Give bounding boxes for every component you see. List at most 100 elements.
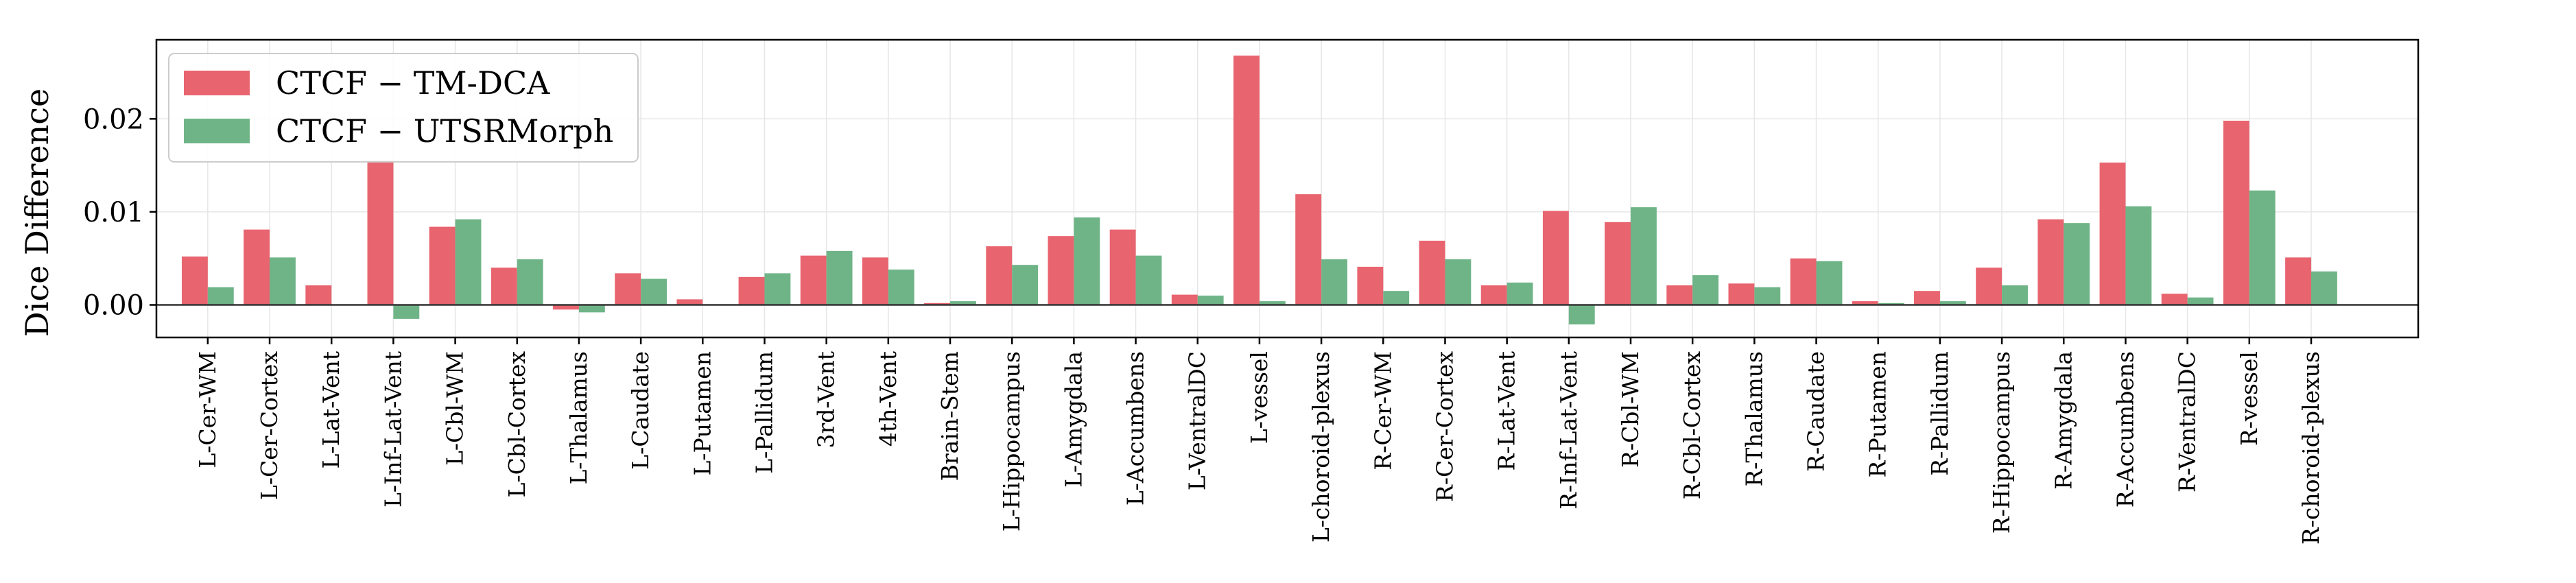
bar-l-accumbens-series-1 (1135, 255, 1162, 305)
bar-l-accumbens-series-0 (1109, 229, 1136, 305)
y-axis-label: Dice Difference (19, 88, 56, 337)
bar-l-cer-wm-series-0 (181, 257, 208, 305)
bar-r-pallidum-series-1 (1939, 301, 1966, 305)
bar-l-thalamus-series-1 (578, 305, 605, 313)
bar-l-inf-lat-vent-series-0 (367, 160, 394, 305)
x-tick-label-l-ventraldc: L-VentralDC (1184, 351, 1211, 490)
x-tick-label-l-putamen: L-Putamen (689, 351, 716, 476)
bar-r-caudate-series-0 (1790, 258, 1817, 305)
bar-r-vessel-series-1 (2249, 190, 2276, 305)
legend-box (168, 53, 639, 163)
x-tick-label-r-thalamus: R-Thalamus (1740, 351, 1767, 486)
x-tick-label-brain-stem: Brain-Stem (936, 351, 963, 481)
x-tick-label-l-vessel: L-vessel (1246, 351, 1273, 444)
x-tick-label-l-pallidum: L-Pallidum (751, 351, 777, 474)
x-tick-label-r-pallidum: R-Pallidum (1926, 351, 1953, 476)
bar-r-putamen-series-1 (1878, 302, 1904, 305)
x-tick-label-l-cbl-wm: L-Cbl-WM (442, 351, 469, 466)
legend: CTCF − TM-DCA CTCF − UTSRMorph (168, 53, 639, 163)
bar-l-pallidum-series-0 (738, 276, 765, 305)
bar-r-vessel-series-0 (2223, 120, 2249, 305)
bar-l-hippocampus-series-0 (986, 246, 1013, 305)
bar-r-caudate-series-1 (1816, 261, 1843, 305)
bar-r-inf-lat-vent-series-1 (1568, 305, 1595, 325)
bar-r-hippocampus-series-0 (1976, 267, 2002, 305)
bar-l-cbl-cortex-series-1 (517, 259, 543, 305)
x-tick-label-l-inf-lat-vent: L-Inf-Lat-Vent (379, 351, 406, 508)
bar-r-amygdala-series-0 (2037, 219, 2064, 305)
plot-frame (155, 38, 2420, 339)
x-tick-label-r-lat-vent: R-Lat-Vent (1493, 351, 1520, 471)
bar-brain-stem-series-1 (950, 301, 976, 305)
y-tick-label: 0.02 (83, 104, 144, 135)
x-tick-label-l-choroid-plexus: L-choroid-plexus (1308, 351, 1334, 543)
x-tick-label-r-cer-cortex: R-Cer-Cortex (1431, 351, 1458, 502)
x-tick-label-r-ventraldc: R-VentralDC (2174, 351, 2201, 492)
bar-3rd-vent-series-0 (800, 255, 827, 305)
x-tick-label-r-cbl-cortex: R-Cbl-Cortex (1679, 351, 1705, 500)
bar-4th-vent-series-0 (862, 257, 888, 305)
x-tick-label-r-cer-wm: R-Cer-WM (1369, 351, 1396, 471)
x-tick-label-3rd-vent: 3rd-Vent (813, 351, 840, 449)
bar-r-ventraldc-series-1 (2187, 297, 2214, 305)
bar-l-pallidum-series-1 (764, 273, 791, 305)
x-tick-label-r-inf-lat-vent: R-Inf-Lat-Vent (1555, 351, 1582, 510)
x-tick-label-l-hippocampus: L-Hippocampus (998, 351, 1025, 532)
bar-l-ventraldc-series-1 (1197, 295, 1224, 305)
x-tick-label-l-lat-vent: L-Lat-Vent (318, 351, 344, 469)
bar-r-cer-wm-series-1 (1383, 291, 1410, 305)
bar-l-hippocampus-series-1 (1012, 265, 1039, 305)
bar-l-cbl-wm-series-1 (455, 219, 482, 305)
bar-r-amygdala-series-1 (2064, 223, 2090, 305)
x-tick-label-l-thalamus: L-Thalamus (565, 351, 592, 485)
bar-l-lat-vent-series-0 (305, 285, 332, 305)
x-tick-label-l-cer-wm: L-Cer-WM (194, 351, 221, 468)
bar-l-caudate-series-0 (615, 273, 641, 305)
bar-r-ventraldc-series-0 (2161, 294, 2188, 305)
y-tick-label: 0.01 (83, 197, 144, 228)
bar-l-amygdala-series-0 (1048, 236, 1074, 305)
x-tick-label-r-vessel: R-vessel (2236, 351, 2262, 446)
bar-l-amygdala-series-1 (1074, 217, 1100, 305)
bar-l-inf-lat-vent-series-1 (393, 305, 420, 319)
bar-r-cer-wm-series-0 (1357, 266, 1384, 305)
bar-r-cbl-cortex-series-0 (1666, 285, 1693, 305)
bar-l-putamen-series-0 (676, 299, 703, 305)
legend-label-utsrmorph: CTCF − UTSRMorph (276, 112, 613, 150)
bar-r-cer-cortex-series-1 (1445, 259, 1472, 305)
bars (156, 56, 2418, 325)
bar-r-thalamus-series-0 (1728, 283, 1755, 305)
bar-r-hippocampus-series-1 (2002, 285, 2028, 305)
bar-l-caudate-series-1 (641, 278, 667, 305)
bar-l-cbl-cortex-series-0 (491, 267, 517, 305)
bar-r-lat-vent-series-0 (1480, 285, 1507, 305)
bar-r-lat-vent-series-1 (1506, 282, 1533, 305)
y-axis-ticks: 0.00 0.01 0.02 (83, 104, 156, 322)
bar-4th-vent-series-1 (888, 269, 914, 305)
x-tick-label-r-accumbens: R-Accumbens (2112, 351, 2138, 508)
bar-3rd-vent-series-1 (826, 250, 853, 305)
x-tick-label-4th-vent: 4th-Vent (875, 351, 901, 447)
legend-label-tm-dca: CTCF − TM-DCA (276, 64, 550, 102)
bar-r-thalamus-series-1 (1754, 287, 1781, 305)
bar-r-choroid-plexus-series-0 (2285, 257, 2311, 305)
x-tick-label-r-putamen: R-Putamen (1865, 351, 1891, 477)
bar-brain-stem-series-0 (924, 302, 951, 305)
bar-r-inf-lat-vent-series-0 (1542, 211, 1569, 305)
x-tick-label-r-cbl-wm: R-Cbl-WM (1617, 351, 1644, 468)
bar-r-accumbens-series-0 (2099, 163, 2126, 305)
bar-r-choroid-plexus-series-1 (2311, 271, 2337, 305)
bar-r-putamen-series-0 (1852, 301, 1878, 305)
bar-l-cer-cortex-series-1 (270, 257, 296, 305)
x-axis-ticks: L-Cer-WM L-Cer-Cortex L-Lat-Vent L-Inf-Lat-… (194, 337, 2324, 545)
bar-r-pallidum-series-0 (1914, 291, 1940, 305)
bar-r-cer-cortex-series-0 (1419, 240, 1445, 305)
x-tick-label-r-amygdala: R-Amygdala (2050, 351, 2077, 490)
y-tick-label: 0.00 (83, 290, 144, 322)
legend-swatch-utsrmorph (184, 119, 250, 143)
bar-l-cbl-wm-series-0 (429, 226, 456, 305)
bar-r-cbl-wm-series-1 (1631, 207, 1657, 305)
bar-l-choroid-plexus-series-0 (1295, 194, 1322, 305)
bar-r-cbl-cortex-series-1 (1692, 275, 1719, 305)
